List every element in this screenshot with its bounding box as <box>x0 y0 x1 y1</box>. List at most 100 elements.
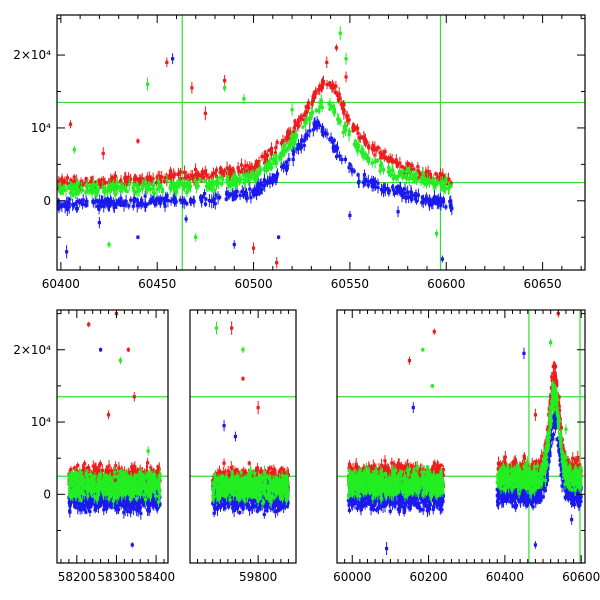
top-blue-point-marker <box>400 193 404 198</box>
top-blue-point-marker <box>392 191 397 195</box>
top-blue-point <box>169 196 173 206</box>
top-blue-point <box>166 193 170 208</box>
top-green-point-marker <box>279 153 283 158</box>
top-green-point-marker <box>115 181 120 185</box>
top-green-outlier <box>145 77 150 91</box>
top-blue-point-marker <box>164 196 168 201</box>
top-blue-point <box>305 129 310 141</box>
top-blue-point <box>394 189 398 195</box>
top-red-point-marker <box>72 179 76 183</box>
top-green-point-marker <box>152 191 156 195</box>
top-red-point <box>163 173 167 183</box>
top-blue-point-marker <box>240 189 244 194</box>
top-red-outlier-marker <box>68 122 73 126</box>
top-red-point-marker <box>388 156 392 160</box>
top-green-point <box>123 183 128 193</box>
top-red-point <box>243 159 247 173</box>
top-red-point-marker <box>391 160 395 164</box>
top-blue-point-marker <box>204 197 208 201</box>
top-red-point-marker <box>239 163 244 167</box>
top-blue-point-marker <box>145 202 149 206</box>
top-red-point-marker <box>268 148 272 152</box>
top-green-point <box>293 136 297 151</box>
top-green-point-marker <box>274 153 278 158</box>
top-green-point <box>106 182 110 190</box>
top-green-point-marker <box>361 152 365 156</box>
top-red-outlier <box>251 242 256 254</box>
top-green-point-marker <box>411 176 415 181</box>
top-green-point <box>91 179 95 190</box>
top-blue-point-marker <box>108 201 112 205</box>
top-green-outlier-marker <box>72 148 76 152</box>
top-red-point-marker <box>330 86 334 90</box>
top-green-point <box>359 148 363 156</box>
top-blue-point-marker <box>249 196 253 200</box>
top-red-point <box>351 128 355 133</box>
top-green-point-marker <box>243 179 247 183</box>
top-green-outlier <box>107 241 111 248</box>
top-red-point <box>248 163 252 171</box>
top-green-point <box>194 181 199 194</box>
top-green-point-marker <box>354 145 358 149</box>
top-blue-outlier <box>396 206 400 218</box>
top-blue-point <box>325 128 329 140</box>
top-red-point-marker <box>358 136 362 140</box>
top-green-point-marker <box>231 177 235 181</box>
top-green-point-marker <box>290 135 294 139</box>
top-red-point <box>260 152 264 161</box>
top-red-point-marker <box>256 162 261 167</box>
top-red-point-marker <box>65 181 69 185</box>
top-red-outlier-marker <box>275 261 279 265</box>
top-green-point-marker <box>208 186 212 191</box>
bottom-red-point <box>82 460 87 468</box>
top-green-point <box>239 174 243 184</box>
top-green-point <box>234 178 238 190</box>
top-red-point <box>398 157 402 170</box>
top-green-point <box>132 180 136 190</box>
top-red-point-marker <box>83 181 87 185</box>
top-red-point-marker <box>378 151 382 155</box>
top-green-outlier-marker <box>435 231 439 236</box>
top-green-point-marker <box>242 181 246 185</box>
top-red-point-marker <box>227 174 231 178</box>
top-red-outlier-marker <box>203 111 207 115</box>
top-blue-point-marker <box>63 204 67 209</box>
top-red-point <box>434 171 438 177</box>
top-blue-point-marker <box>99 200 104 204</box>
top-green-point-marker <box>140 186 144 191</box>
top-blue-point <box>268 176 272 189</box>
top-red-outlier-marker <box>101 151 105 156</box>
top-red-point-marker <box>297 120 301 124</box>
top-red-point <box>195 170 200 177</box>
top-red-point <box>316 84 321 95</box>
top-red-point-marker <box>382 156 386 160</box>
top-red-point-marker <box>231 170 236 174</box>
top-green-point <box>70 182 74 197</box>
top-green-point <box>155 183 159 196</box>
top-green-point <box>374 158 378 164</box>
top-red-point-marker <box>214 168 219 172</box>
top-green-point <box>105 185 110 197</box>
top-green-point <box>442 185 446 196</box>
top-red-point <box>325 79 329 90</box>
top-red-point-marker <box>417 171 421 175</box>
top-blue-point-marker <box>119 196 123 200</box>
top-red-point-marker <box>126 181 130 185</box>
top-red-point-marker <box>253 165 257 170</box>
top-green-point <box>376 157 380 164</box>
top-red-point-marker <box>400 165 404 169</box>
top-x-tick-label: 60450 <box>138 277 176 291</box>
top-green-point-marker <box>133 191 137 195</box>
top-green-point-marker <box>294 133 298 137</box>
top-red-point-marker <box>263 154 267 158</box>
top-red-point <box>203 165 207 178</box>
top-green-point <box>444 172 448 185</box>
top-red-point-marker <box>410 163 414 167</box>
top-blue-point <box>347 161 351 174</box>
top-green-point <box>165 174 169 186</box>
top-red-point-marker <box>325 82 329 87</box>
top-green-point <box>248 173 252 183</box>
top-blue-point-marker <box>414 193 418 197</box>
top-blue-point <box>383 183 387 197</box>
top-green-point-marker <box>141 183 145 187</box>
